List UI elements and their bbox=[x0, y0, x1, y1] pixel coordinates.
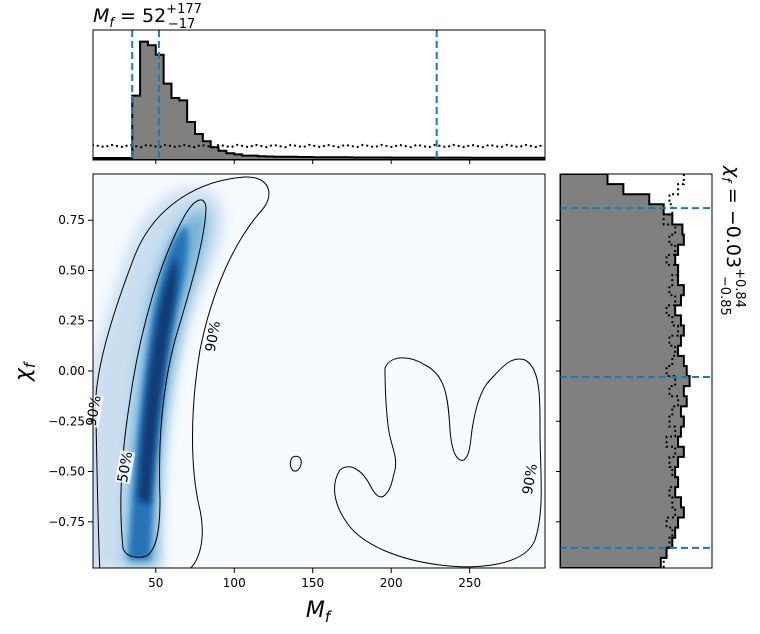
contour-label: 90% bbox=[84, 394, 105, 427]
y-tick-label: −0.75 bbox=[48, 515, 85, 529]
contour-label-group: 90% bbox=[202, 319, 224, 354]
marginal-right-title: χf = −0.03+0.84−0.85 bbox=[717, 165, 747, 316]
marginal-top-ticks bbox=[155, 160, 471, 164]
marginal-top-title: Mf = 52+177 −17 bbox=[93, 2, 202, 32]
x-tick-label: 150 bbox=[301, 576, 324, 590]
contour-label: 90% bbox=[520, 462, 541, 495]
x-tick-label: 250 bbox=[458, 576, 481, 590]
y-axis-label: χf bbox=[11, 360, 39, 382]
contour-90-percent-high-mass bbox=[334, 357, 542, 568]
joint-panel: 50% 90% 90% 90% 50 100 150 200 250 −0.75 −0.50 −0.… bbox=[11, 173, 546, 626]
contour-label-backdrop bbox=[83, 393, 104, 428]
posterior-histogram-top bbox=[93, 40, 545, 160]
y-tick-label: −0.50 bbox=[48, 465, 85, 479]
contour-90-percent-main bbox=[94, 176, 270, 568]
marginal-right-ticks bbox=[556, 219, 560, 523]
marginal-right-panel: χf = −0.03+0.84−0.85 bbox=[556, 165, 747, 569]
contour-label: 50% bbox=[115, 450, 136, 483]
contour-label: 90% bbox=[203, 320, 224, 353]
y-tick-label: −0.25 bbox=[48, 414, 85, 428]
x-tick-label: 100 bbox=[223, 576, 246, 590]
x-tick-label: 50 bbox=[148, 576, 163, 590]
contour-labels: 50% 90% 90% 90% bbox=[83, 319, 541, 497]
contour-50-percent bbox=[120, 199, 207, 558]
contour-label-backdrop bbox=[202, 319, 224, 354]
y-tick-label: 0.75 bbox=[58, 213, 85, 227]
x-axis-label: Mf bbox=[306, 598, 333, 626]
contour-label-backdrop bbox=[114, 449, 136, 485]
contour-label-backdrop bbox=[519, 462, 541, 497]
contour-label-group: 50% bbox=[114, 449, 136, 485]
density-core bbox=[138, 256, 178, 505]
prior-histogram-top bbox=[93, 143, 544, 149]
y-tick-label: 0.00 bbox=[58, 364, 85, 378]
contour-label-group: 90% bbox=[83, 393, 105, 428]
contour-90-percent-island bbox=[289, 455, 302, 472]
marginal-right-credible-lines bbox=[560, 207, 712, 549]
joint-axis-ticks: 50 100 150 200 250 −0.75 −0.50 −0.25 0.00 0.25 0.5… bbox=[48, 213, 481, 590]
posterior-histogram-right bbox=[560, 174, 691, 568]
contour-label-group: 90% bbox=[519, 462, 541, 497]
marginal-top-frame bbox=[92, 29, 546, 161]
y-tick-label: 0.25 bbox=[58, 314, 85, 328]
marginal-right-histogram bbox=[560, 174, 691, 568]
x-tick-label: 200 bbox=[380, 576, 403, 590]
y-tick-label: 0.50 bbox=[58, 263, 85, 277]
marginal-top-histogram bbox=[93, 40, 545, 160]
marginal-top-panel: Mf = 52+177 −17 bbox=[92, 2, 546, 164]
